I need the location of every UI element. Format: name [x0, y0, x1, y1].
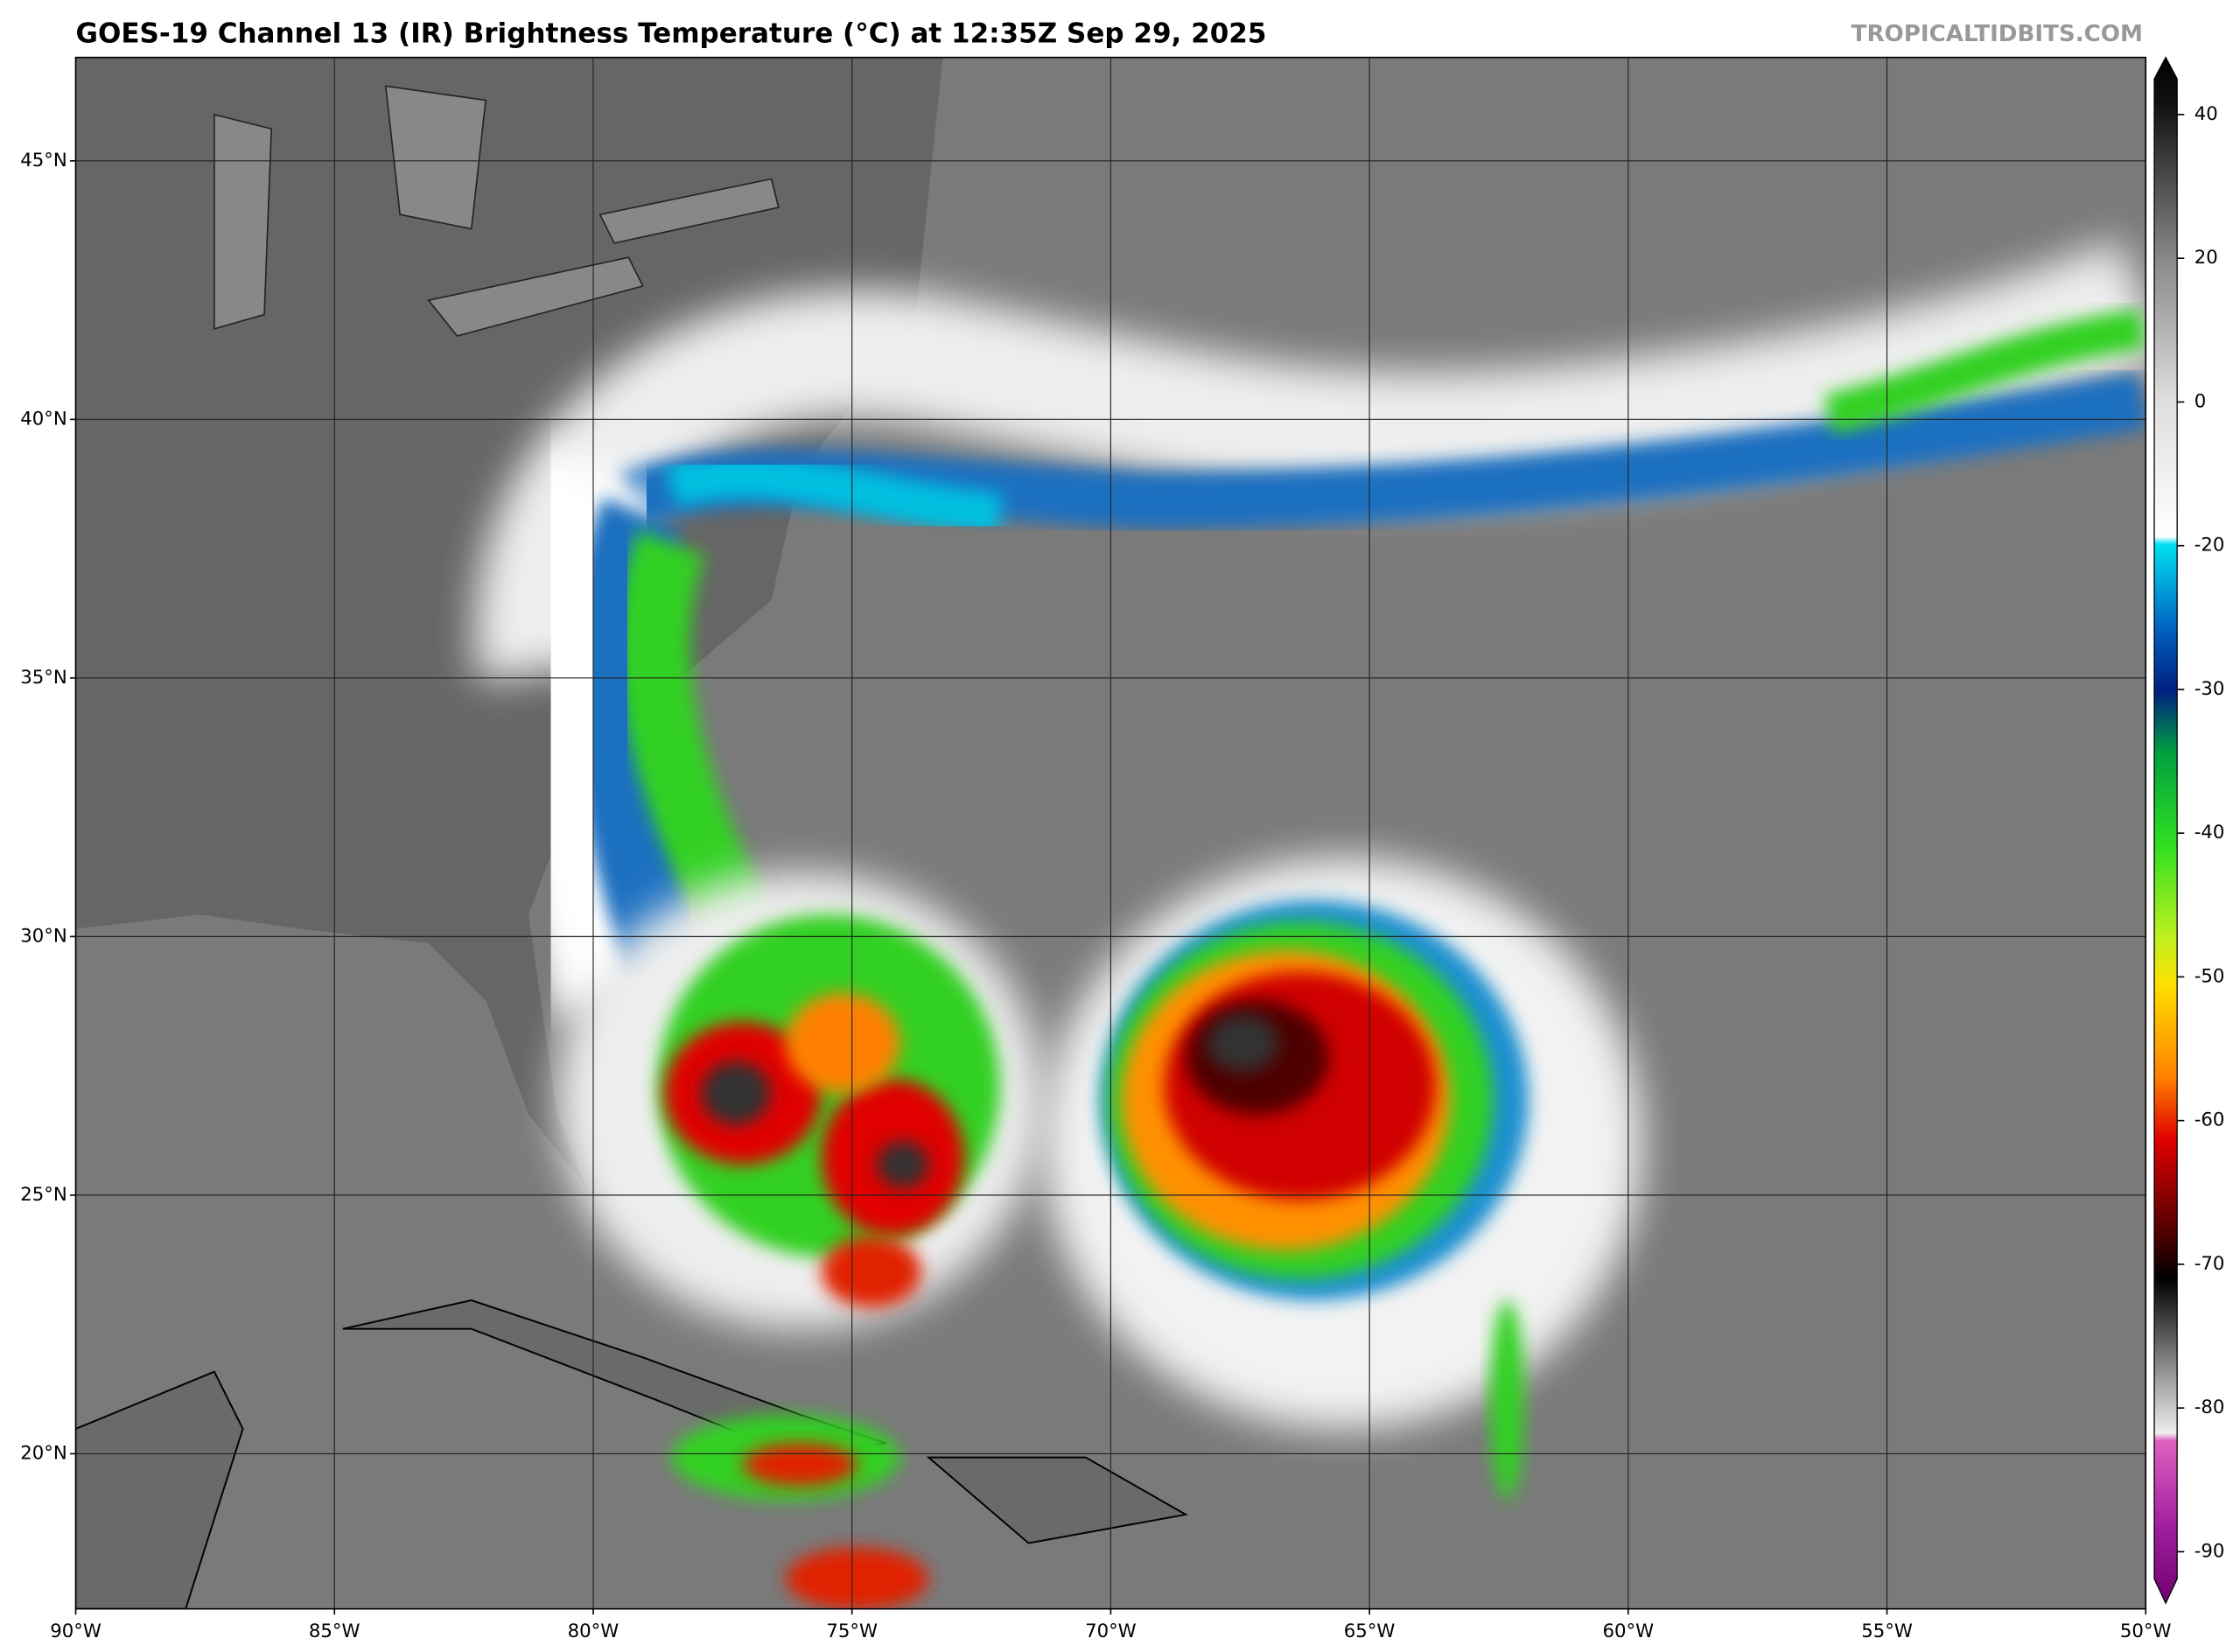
lon-label: 55°W [1861, 1620, 1913, 1642]
colorbar-label: 20 [2194, 247, 2218, 269]
lon-label: 80°W [568, 1620, 620, 1642]
lon-label: 65°W [1344, 1620, 1396, 1642]
colorbar [2153, 56, 2178, 1605]
lon-label: 75°W [826, 1620, 878, 1642]
colorbar-label: -60 [2194, 1110, 2225, 1131]
colorbar-label: 40 [2194, 103, 2218, 125]
map-frame [74, 56, 2147, 1610]
colorbar-label: -50 [2194, 965, 2225, 987]
watermark: TROPICALTIDBITS.COM [1852, 21, 2143, 47]
colorbar-label: -90 [2194, 1540, 2225, 1562]
lon-label: 85°W [309, 1620, 360, 1642]
lon-label: 90°W [50, 1620, 102, 1642]
title: GOES-19 Channel 13 (IR) Brightness Tempe… [76, 18, 1267, 50]
colorbar-label: -20 [2194, 535, 2225, 556]
lat-label: 35°N [20, 667, 66, 689]
colorbar-label: -40 [2194, 822, 2225, 844]
lat-label: 40°N [20, 408, 66, 430]
colorbar-label: 0 [2194, 390, 2207, 412]
lat-label: 20°N [20, 1442, 66, 1464]
lat-label: 30°N [20, 925, 66, 947]
colorbar-label: -80 [2194, 1396, 2225, 1418]
lon-label: 70°W [1085, 1620, 1137, 1642]
lat-label: 25°N [20, 1184, 66, 1206]
colorbar-label: -30 [2194, 678, 2225, 700]
colorbar-label: -70 [2194, 1253, 2225, 1275]
lon-label: 60°W [1603, 1620, 1655, 1642]
lon-label: 50°W [2120, 1620, 2172, 1642]
lat-label: 45°N [20, 150, 66, 172]
